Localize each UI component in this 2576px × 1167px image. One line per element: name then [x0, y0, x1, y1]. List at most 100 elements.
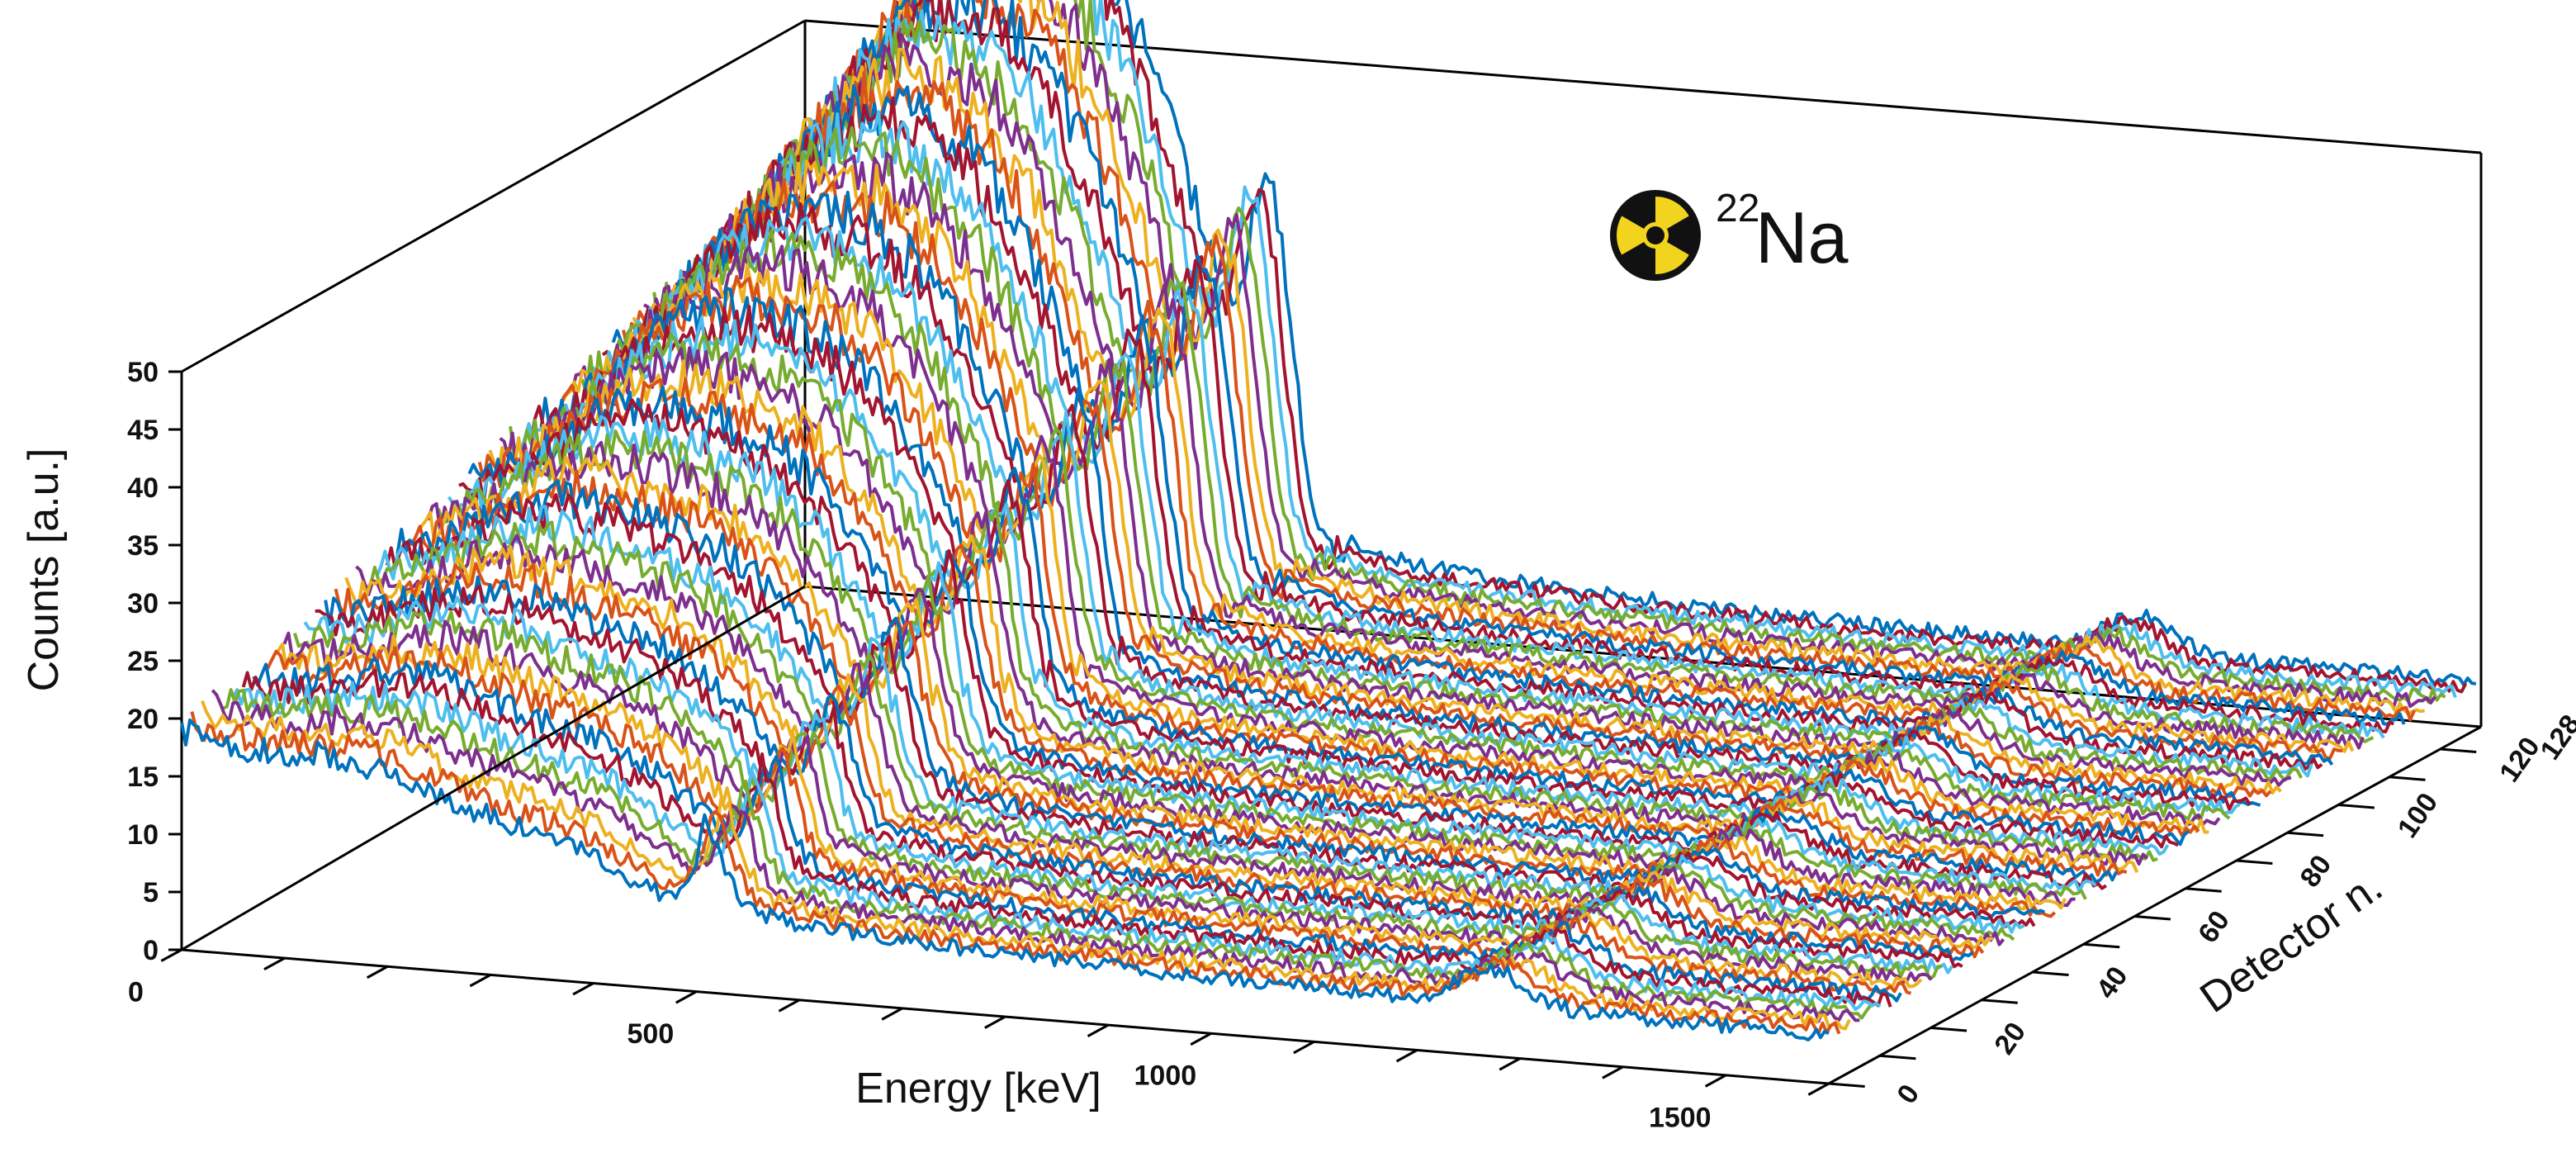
spectrum-line [826, 0, 2477, 687]
z-tick-label: 5 [143, 877, 159, 908]
y-tick-mark [2185, 887, 2222, 893]
left-floor-edge [181, 585, 806, 951]
z-tick-label: 20 [127, 704, 159, 735]
source-mass-number: 22 [1716, 187, 1759, 230]
z-ticks: 0 5 10 15 20 25 30 35 40 45 50 [127, 357, 182, 966]
y-tick-label: 40 [2091, 961, 2134, 1004]
spectrum-line [395, 479, 2046, 921]
spectrum-line [447, 415, 2097, 894]
z-tick-label: 40 [127, 472, 159, 504]
left-top-edge [181, 19, 806, 373]
x-tick-mark [366, 965, 389, 980]
spectrum-line [755, 0, 2406, 726]
x-tick-label: 1500 [1649, 1102, 1712, 1133]
spectra-group [180, 0, 2477, 1041]
spectrum-line [601, 202, 2252, 811]
spectrum-line [315, 585, 1963, 969]
y-tick-mark [2083, 942, 2120, 949]
y-tick-label: 20 [1988, 1017, 2032, 1060]
y-tick-mark [2236, 859, 2273, 866]
y-tick-mark [1930, 1027, 1968, 1032]
spectrum-line [714, 33, 2365, 750]
spectrum-line [551, 274, 2200, 837]
z-tick-label: 10 [127, 819, 159, 851]
x-tick-mark [1499, 1057, 1521, 1071]
x-tick-mark [263, 956, 286, 970]
spectrum-line [806, 0, 2457, 699]
y-axis-line [1828, 725, 2482, 1085]
source-element: Na [1755, 197, 1849, 278]
z-tick-label: 0 [143, 935, 159, 966]
x-tick-mark [160, 948, 182, 962]
spectrum-line [787, 0, 2436, 709]
x-tick-mark [1704, 1074, 1727, 1088]
z-axis-label: Counts [a.u.] [20, 448, 68, 692]
spectrum-line [303, 595, 1953, 975]
y-tick-label: 100 [2392, 787, 2445, 843]
x-tick-mark [469, 974, 491, 988]
x-tick-mark [881, 1007, 903, 1021]
spectrum-line [775, 0, 2425, 715]
spectrum-line [735, 9, 2385, 739]
x-tick-mark [984, 1015, 1006, 1029]
y-tick-mark [2134, 915, 2171, 921]
spectrum-line [375, 505, 2025, 934]
y-tick-label: 60 [2192, 905, 2236, 949]
spectrum-line [703, 47, 2355, 753]
radiation-icon [1610, 190, 1701, 281]
y-tick-label: 120 [2493, 732, 2546, 788]
spectrum-line [344, 545, 1994, 950]
y-tick-mark [2032, 970, 2069, 977]
x-axis-label: Energy [keV] [855, 1065, 1101, 1112]
spectrum-line [611, 190, 2261, 807]
spectrum-line [632, 159, 2282, 795]
z-tick-label: 15 [127, 761, 159, 793]
spectrum-line [324, 575, 1974, 963]
x-tick-mark [1087, 1023, 1109, 1037]
spectrum-line [477, 377, 2128, 877]
x-ticks: 0 500 1000 1500 [128, 948, 1830, 1133]
z-tick-label: 45 [127, 415, 159, 446]
x-tick-label: 0 [128, 976, 144, 1008]
spectrum-line [580, 228, 2231, 822]
spectrum-line [529, 305, 2179, 849]
z-tick-label: 50 [127, 357, 159, 388]
spectrum-line [499, 346, 2149, 866]
spectrum-line [365, 520, 2015, 942]
y-tick-mark [1982, 999, 2018, 1004]
x-tick-mark [1190, 1032, 1212, 1046]
x-tick-mark [1293, 1041, 1315, 1055]
z-tick-label: 25 [127, 646, 159, 677]
x-tick-mark [675, 990, 698, 1004]
spectrum-line [241, 668, 1892, 1008]
y-tick-mark [2287, 831, 2324, 837]
spectrum-line [201, 700, 1851, 1031]
source-label: 22 Na [1610, 187, 1849, 281]
spectrum-line [796, 0, 2446, 704]
y-tick-mark [2440, 747, 2477, 754]
z-tick-label: 30 [127, 588, 159, 619]
y-tick-mark [1828, 1082, 1865, 1089]
spectrum-line [694, 71, 2343, 760]
spectrum-line [426, 440, 2076, 908]
y-tick-mark [1879, 1054, 1916, 1060]
x-tick-label: 500 [627, 1018, 675, 1050]
z-tick-label: 35 [127, 530, 159, 562]
spectrum-line [458, 398, 2108, 890]
spectrum-line [355, 534, 2005, 946]
spectrum-line [662, 110, 2313, 778]
y-tick-mark [2389, 776, 2426, 781]
spectrum-line [180, 718, 1830, 1041]
x-tick-mark [1807, 1082, 1830, 1096]
spectrum-line [509, 332, 2158, 862]
x-tick-mark [778, 999, 800, 1013]
y-tick-mark [2338, 804, 2375, 809]
spectrum-line [642, 151, 2292, 787]
x-tick-mark [1602, 1065, 1624, 1079]
x-tick-mark [572, 982, 594, 996]
spectrum-line [765, 0, 2417, 722]
spectrum-line [407, 469, 2057, 918]
x-tick-mark [1395, 1049, 1418, 1063]
spectrum-line [334, 562, 1985, 959]
